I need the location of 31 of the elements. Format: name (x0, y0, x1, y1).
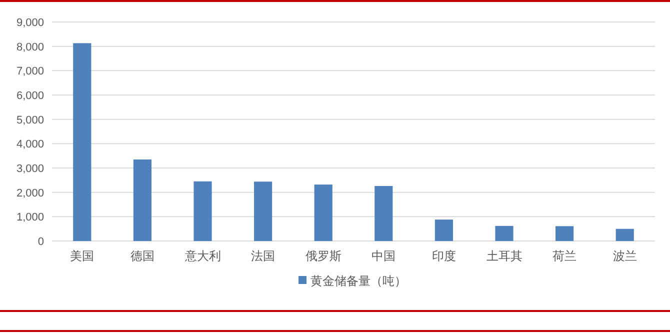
x-tick-label: 德国 (130, 249, 154, 263)
x-tick-label: 法国 (251, 249, 276, 263)
y-tick-label: 1,000 (16, 212, 44, 224)
x-tick-label: 俄罗斯 (305, 249, 342, 263)
y-tick-label: 7,000 (16, 66, 44, 78)
y-tick-label: 4,000 (16, 138, 44, 151)
y-tick-label: 9,000 (16, 17, 44, 29)
bar (254, 182, 272, 241)
y-tick-label: 5,000 (16, 114, 44, 126)
x-tick-label: 意大利 (184, 249, 221, 263)
y-tick-label: 8,000 (16, 41, 44, 54)
y-tick-label: 0 (38, 236, 44, 248)
y-tick-label: 3,000 (16, 163, 44, 175)
x-tick-label: 荷兰 (552, 249, 577, 263)
bar (556, 226, 574, 241)
bar (616, 228, 634, 241)
y-tick-label: 6,000 (16, 90, 44, 102)
bar (73, 43, 92, 241)
bar (314, 184, 332, 241)
legend-label: 黄金储备量（吨） (310, 274, 406, 288)
x-tick-label: 中国 (372, 249, 396, 263)
y-tick-label: 2,000 (16, 187, 44, 200)
x-tick-label: 美国 (70, 249, 94, 263)
bar (434, 220, 453, 241)
bar (194, 181, 212, 241)
x-tick-label: 印度 (432, 249, 456, 263)
x-tick-label: 波兰 (612, 249, 637, 263)
bar (374, 186, 393, 241)
bar (133, 159, 152, 241)
bar (495, 226, 514, 241)
x-tick-label: 土耳其 (486, 249, 522, 263)
